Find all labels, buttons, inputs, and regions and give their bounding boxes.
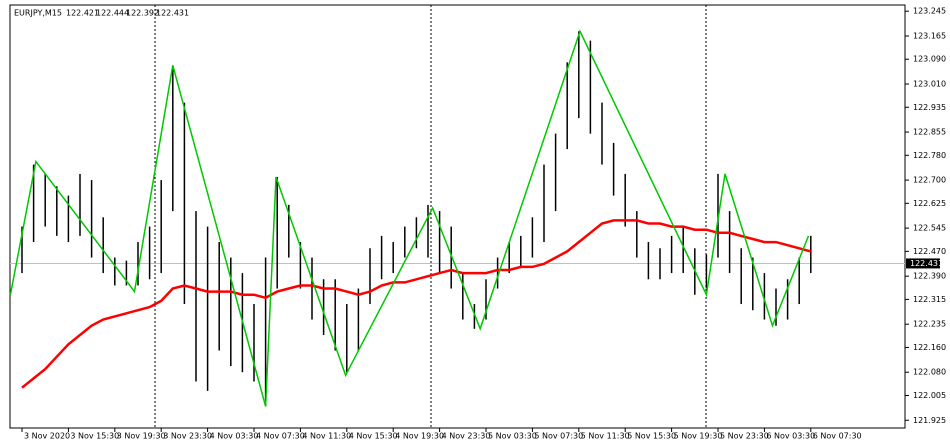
ohlc-value: 122.444 xyxy=(96,9,129,18)
plot-frame xyxy=(9,4,906,429)
y-tick-label: 122.315 xyxy=(913,295,946,304)
x-tick-label: 4 Nov 15:30 xyxy=(349,432,398,441)
ohlc-value: 122.392 xyxy=(126,9,159,18)
y-tick-label: 123.090 xyxy=(913,55,946,64)
x-tick-label: 4 Nov 23:30 xyxy=(442,432,491,441)
x-tick-label: 3 Nov 15:30 xyxy=(70,432,119,441)
price-tag-label: 122.431 xyxy=(910,259,943,268)
price-tag xyxy=(906,258,940,269)
y-tick-label: 123.165 xyxy=(913,31,946,40)
y-tick-label: 122.005 xyxy=(913,391,946,400)
zigzag xyxy=(9,29,810,407)
x-tick-label: 5 Nov 15:30 xyxy=(627,432,676,441)
y-tick-label: 122.080 xyxy=(913,368,946,377)
x-tick-label: 6 Nov 03:30 xyxy=(766,432,815,441)
x-tick-label: 4 Nov 11:30 xyxy=(302,432,351,441)
ohlc-value: 122.431 xyxy=(156,9,189,18)
moving-average xyxy=(21,219,812,389)
y-tick-label: 122.625 xyxy=(913,199,946,208)
x-tick-label: 3 Nov 23:30 xyxy=(163,432,212,441)
y-tick-label: 122.855 xyxy=(913,128,946,137)
y-tick-label: 122.470 xyxy=(913,247,946,256)
y-tick-label: 122.935 xyxy=(913,103,946,112)
y-tick-label: 122.160 xyxy=(913,343,946,352)
y-tick-label: 122.545 xyxy=(913,224,946,233)
x-tick-label: 4 Nov 03:30 xyxy=(210,432,259,441)
y-tick-label: 122.780 xyxy=(913,151,946,160)
x-tick-label: 6 Nov 07:30 xyxy=(813,432,862,441)
x-tick-label: 5 Nov 07:30 xyxy=(534,432,583,441)
x-tick-label: 4 Nov 19:30 xyxy=(395,432,444,441)
x-tick-label: 5 Nov 19:30 xyxy=(674,432,723,441)
y-tick-label: 123.245 xyxy=(913,7,946,16)
x-tick-label: 4 Nov 07:30 xyxy=(256,432,305,441)
x-tick-label: 3 Nov 19:30 xyxy=(117,432,166,441)
y-tick-label: 121.925 xyxy=(913,416,946,425)
x-tick-label: 3 Nov 2020 xyxy=(24,432,70,441)
y-tick-label: 123.010 xyxy=(913,80,946,89)
y-tick-label: 122.390 xyxy=(913,272,946,281)
ohlc-value: 122.421 xyxy=(66,9,99,18)
y-tick-label: 122.235 xyxy=(913,320,946,329)
symbol-title: EURJPY,M15 xyxy=(14,9,62,18)
x-tick-label: 5 Nov 23:30 xyxy=(720,432,769,441)
x-tick-label: 5 Nov 11:30 xyxy=(581,432,630,441)
y-tick-label: 122.700 xyxy=(913,176,946,185)
x-tick-label: 5 Nov 03:30 xyxy=(488,432,537,441)
